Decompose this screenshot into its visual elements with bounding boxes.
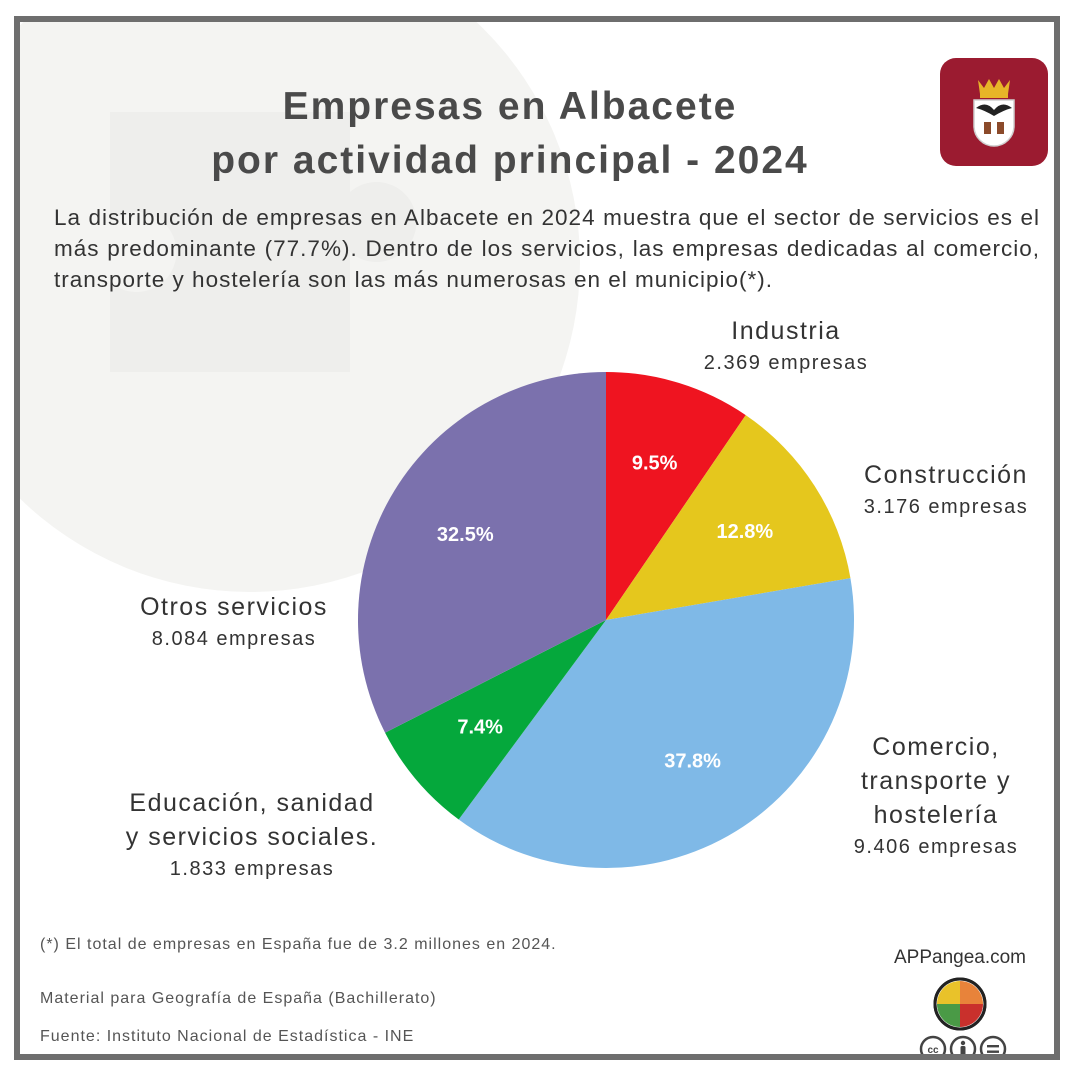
category-count: 9.406 empresas <box>853 836 1019 858</box>
chart-title: Empresas en Albacete por actividad princ… <box>120 80 900 188</box>
intro-paragraph: La distribución de empresas en Albacete … <box>54 205 1040 292</box>
pie-chart: 9.5% 12.8% 37.8% 7.4% 32.5% <box>358 372 854 869</box>
category-count: 2.369 empresas <box>703 352 869 374</box>
pie-slice-0 <box>606 372 746 620</box>
category-label-educacion: Educación, sanidad y servicios sociales.… <box>92 786 412 884</box>
category-label-industria: Industria 2.369 empresas <box>656 314 916 378</box>
albacete-coat-of-arms-icon <box>940 58 1048 166</box>
svg-text:cc: cc <box>927 1045 939 1056</box>
pie-slice-percent-label: 32.5% <box>437 524 494 546</box>
title-line-2: por actividad principal - 2024 <box>211 139 809 182</box>
pie-slice-2 <box>458 578 854 869</box>
site-link[interactable]: APPangea.com <box>893 947 1027 968</box>
pie-slice-percent-label: 7.4% <box>457 717 503 739</box>
category-name: Construcción <box>864 461 1028 489</box>
pie-slice-1 <box>606 415 851 620</box>
pie-slice-percent-label: 12.8% <box>716 521 773 543</box>
category-name: hostelería <box>873 801 999 829</box>
category-label-construccion: Construcción 3.176 empresas <box>826 458 1054 522</box>
pie-slice-percent-label: 9.5% <box>632 452 678 474</box>
category-name: Industria <box>731 317 841 345</box>
pie-slice-percent-label: 37.8% <box>664 750 721 772</box>
category-count: 1.833 empresas <box>169 858 335 880</box>
category-name: y servicios sociales. <box>125 823 379 851</box>
source-note: Fuente: Instituto Nacional de Estadístic… <box>40 1028 415 1045</box>
pie-slice-4 <box>358 372 606 733</box>
puzzle-logo-icon <box>933 977 987 1031</box>
pie-slice-3 <box>385 620 606 820</box>
category-label-comercio: Comercio, transporte y hostelería 9.406 … <box>816 730 1054 862</box>
category-name: Otros servicios <box>140 593 328 621</box>
title-line-1: Empresas en Albacete <box>282 85 738 128</box>
category-count: 8.084 empresas <box>151 628 317 650</box>
footnote: (*) El total de empresas en España fue d… <box>40 936 557 953</box>
material-note: Material para Geografía de España (Bachi… <box>40 990 437 1007</box>
category-name: Educación, sanidad <box>129 789 375 817</box>
creative-commons-by-nd-icon: cc <box>919 1035 1007 1056</box>
category-name: Comercio, <box>872 733 1000 761</box>
infographic-frame: Empresas en Albacete por actividad princ… <box>14 16 1060 1060</box>
category-name: transporte y <box>860 767 1011 795</box>
category-label-otros-servicios: Otros servicios 8.084 empresas <box>104 590 364 654</box>
category-count: 3.176 empresas <box>863 496 1029 518</box>
